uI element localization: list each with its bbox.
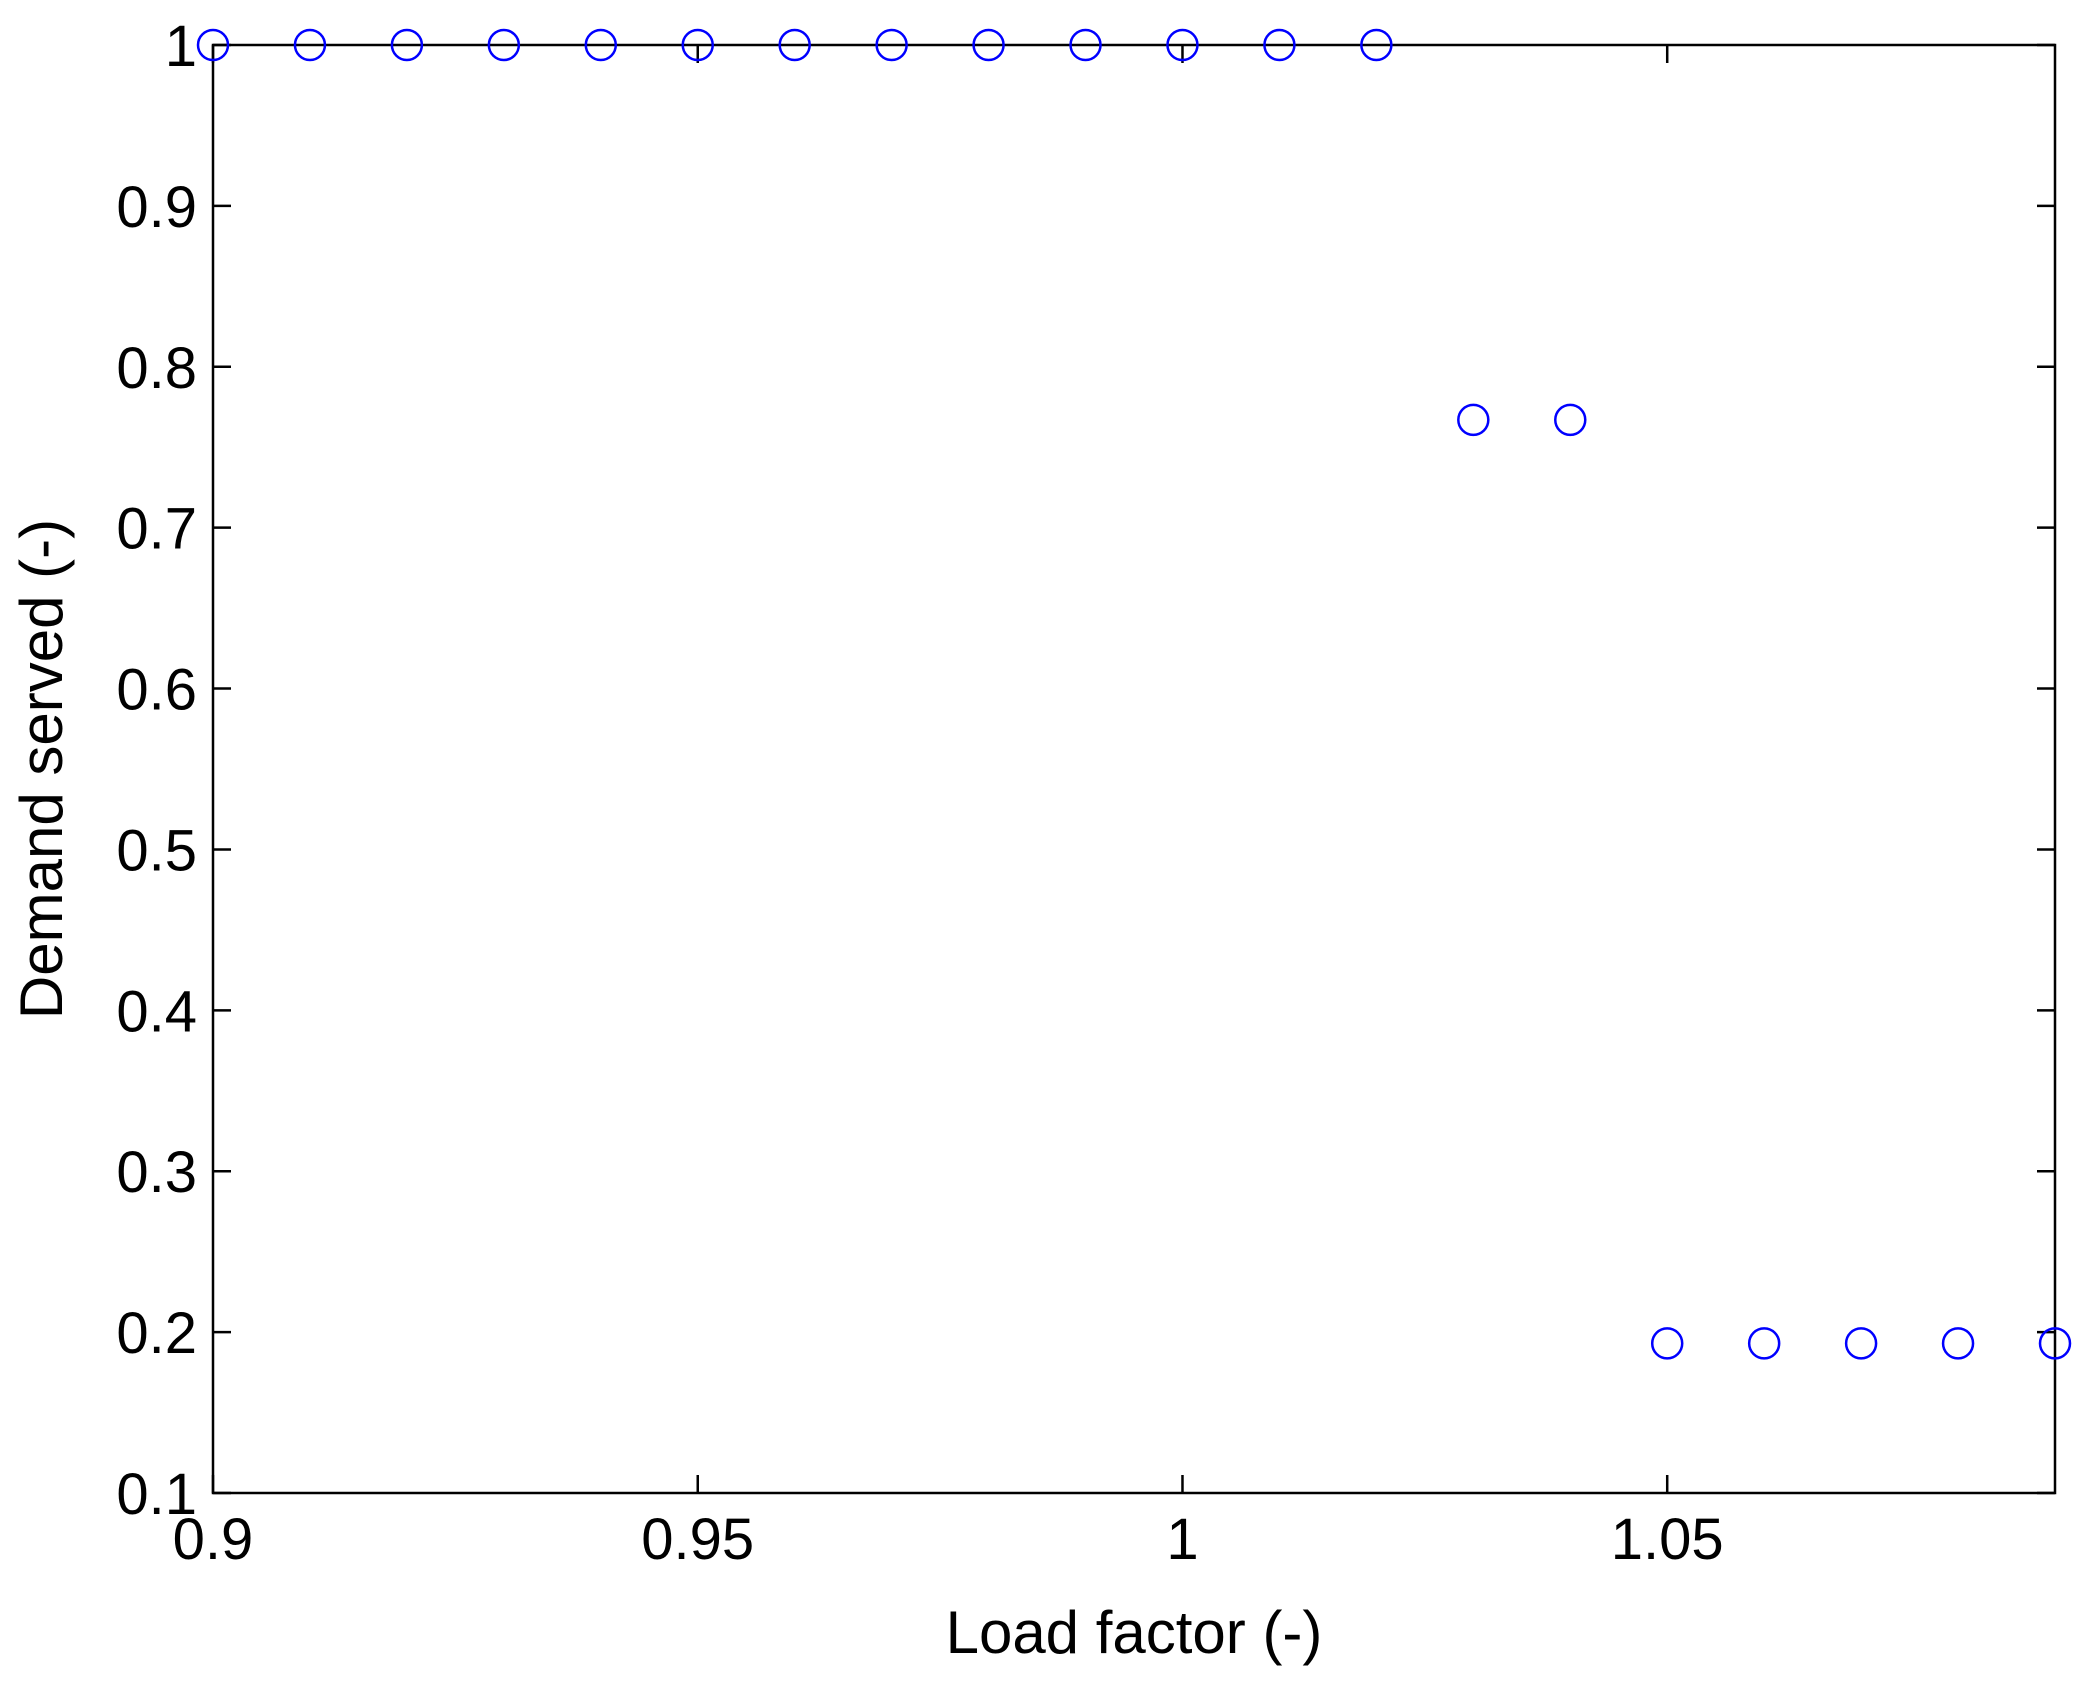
- data-point: [1457, 403, 1490, 437]
- x-tick-label: 1: [1166, 1507, 1198, 1572]
- plot-area-frame: [211, 43, 2057, 1495]
- tick-labels: 0.9 0.95 1 1.05 0.1 0.2 0.3 0.4 0.5 0.6 0.7 0.8 0.9 1: [116, 14, 1723, 1572]
- data-point: [2038, 1327, 2072, 1360]
- data-point: [487, 28, 521, 62]
- data-point: [293, 28, 327, 62]
- y-tick-label: 0.2: [116, 1301, 197, 1366]
- y-tick-label: 0.6: [116, 658, 197, 723]
- y-tick-label: 0.8: [116, 336, 197, 401]
- y-tick-label: 0.1: [116, 1462, 197, 1527]
- data-point: [1360, 28, 1393, 62]
- y-tick-label: 1: [165, 14, 197, 79]
- data-point: [1941, 1327, 1975, 1360]
- data-point: [681, 28, 714, 62]
- x-tick-label: 0.9: [173, 1507, 254, 1572]
- data-point: [1747, 1327, 1781, 1360]
- data-point: [196, 28, 230, 62]
- data-point: [390, 28, 424, 62]
- y-tick-label: 0.5: [116, 818, 197, 883]
- x-tick-label: 1.05: [1611, 1507, 1724, 1572]
- data-point: [1554, 403, 1587, 437]
- y-tick-label: 0.4: [116, 979, 197, 1044]
- y-tick-label: 0.9: [116, 175, 197, 240]
- data-point: [1069, 28, 1102, 62]
- data-point: [1166, 28, 1199, 62]
- data-point: [1844, 1327, 1878, 1360]
- data-point: [1650, 1327, 1684, 1360]
- y-tick-label: 0.3: [116, 1140, 197, 1205]
- axis-ticks: [211, 43, 2055, 1495]
- data-points: [196, 28, 2072, 1360]
- data-point: [1263, 28, 1296, 62]
- x-axis-label: Load factor (-): [946, 1599, 1323, 1666]
- data-point: [778, 28, 811, 62]
- data-point: [584, 28, 618, 62]
- data-point: [875, 28, 908, 62]
- data-point: [972, 28, 1005, 62]
- x-tick-label: 0.95: [641, 1507, 754, 1572]
- y-axis-label: Demand served (-): [8, 519, 75, 1019]
- y-tick-label: 0.7: [116, 497, 197, 562]
